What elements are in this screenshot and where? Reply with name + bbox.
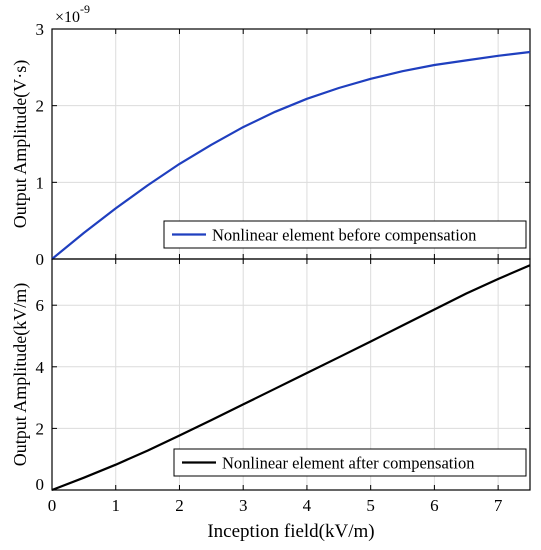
top-y-tick-label: 2: [36, 97, 45, 116]
top-y-axis-label: Output Amplitude(V·s): [10, 60, 31, 229]
bottom-legend-box: [173, 448, 527, 477]
top-y-tick-label: 0: [36, 250, 45, 269]
bottom-y-axis-label: Output Amplitude(kV/m): [10, 283, 31, 467]
bottom-y-tick-label: 0: [36, 475, 45, 494]
top-legend-box: [163, 220, 527, 249]
bottom-x-tick-label: 1: [111, 496, 120, 515]
bottom-x-tick-label: 2: [175, 496, 184, 515]
bottom-axes-frame: [51, 258, 531, 491]
bottom-legend: Nonlinear element after compensation: [173, 448, 527, 477]
top-series-line: [51, 50, 531, 260]
bottom-y-tick-label: 4: [36, 358, 45, 377]
bottom-legend-label: Nonlinear element after compensation: [222, 454, 474, 473]
bottom-x-tick-label: 3: [239, 496, 248, 515]
top-y-tick-label: 1: [36, 173, 45, 192]
bottom-x-tick-label: 6: [430, 496, 439, 515]
top-y-tick-label: 3: [36, 20, 45, 39]
exponent-power-label: -9: [80, 2, 90, 16]
top-panel: 0 1 2 3 ×10 -9 Output Amplitude(V·s) Nonlinear …: [10, 2, 531, 269]
bottom-x-tick-label: 5: [366, 496, 375, 515]
bottom-x-tick-label: 7: [494, 496, 503, 515]
bottom-panel: 0 1 2 3 4 5 6 7 0 2 4 6 Output Amplitude(kV/m) Incept…: [10, 258, 531, 542]
bottom-y-tick-label: 2: [36, 419, 45, 438]
bottom-x-tick-label: 0: [48, 496, 57, 515]
top-legend: Nonlinear element before compensation: [163, 220, 527, 249]
bottom-x-tick-label: 4: [303, 496, 312, 515]
bottom-series-line: [51, 264, 531, 492]
x-axis-label: Inception field(kV/m): [207, 521, 374, 542]
bottom-y-tick-label: 6: [36, 296, 45, 315]
exponent-base-label: ×10: [55, 9, 80, 26]
top-legend-label: Nonlinear element before compensation: [212, 226, 476, 245]
